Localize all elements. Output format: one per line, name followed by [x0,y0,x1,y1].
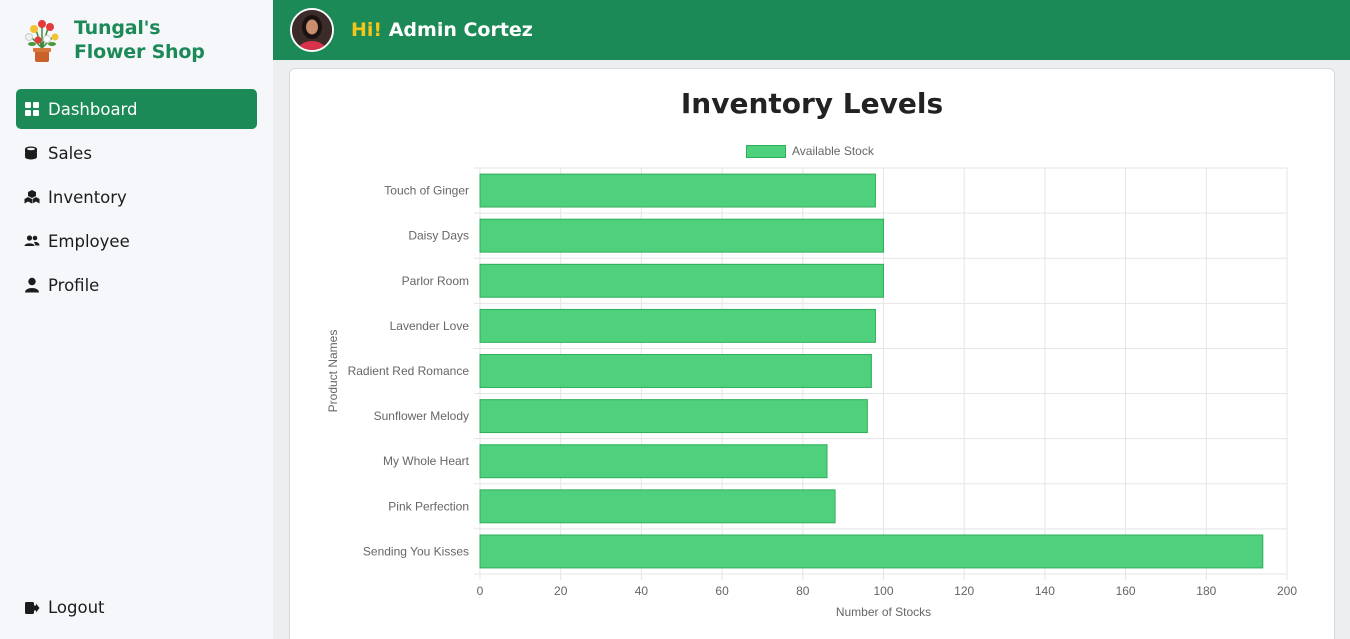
brand-line-1: Tungal's [74,17,161,39]
y-tick-label: Daisy Days [408,229,469,243]
y-axis-title: Product Names [326,330,340,413]
y-tick-label: Touch of Ginger [384,184,469,198]
top-header: Hi! Admin Cortez [273,0,1350,60]
x-tick-label: 180 [1196,584,1216,598]
sidebar: Tungal's Flower Shop Dashboard Sales Inv… [0,0,273,639]
boxes-icon [24,189,40,205]
avatar[interactable] [290,8,334,52]
x-tick-label: 200 [1277,584,1297,598]
y-tick-label: Pink Perfection [388,499,469,513]
sidebar-nav: Dashboard Sales Inventory Employee Profi… [16,89,257,309]
x-tick-label: 80 [796,584,810,598]
x-tick-label: 40 [635,584,649,598]
sidebar-item-dashboard[interactable]: Dashboard [16,89,257,129]
x-tick-label: 100 [873,584,893,598]
sidebar-item-label: Profile [48,275,100,295]
bar [479,308,876,343]
y-tick-label: Lavender Love [390,319,470,333]
legend-swatch [746,144,786,158]
brand-name: Tungal's Flower Shop [74,16,205,64]
users-icon [24,233,40,249]
bar [479,354,872,388]
logout-icon [24,600,40,616]
logout-label: Logout [48,598,105,617]
y-tick-label: My Whole Heart [383,454,470,468]
sidebar-item-label: Employee [48,231,130,251]
inventory-bar-chart: 0 20 40 60 80 100 120 140 160 180 200 Touch of Ging… [326,167,1297,619]
x-tick-label: 20 [554,584,568,598]
x-axis-title: Number of Stocks [836,605,931,619]
sidebar-item-profile[interactable]: Profile [16,265,257,305]
greeting-name: Admin Cortez [388,19,533,41]
logout-button[interactable]: Logout [24,598,105,617]
x-tick-label: 60 [715,584,729,598]
grid-icon [24,101,40,117]
greeting-hi: Hi! [351,19,383,41]
bar [479,444,828,479]
bar [479,218,884,253]
sidebar-item-label: Inventory [48,187,127,207]
legend-label: Available Stock [792,144,874,158]
x-tick-label: 160 [1116,584,1136,598]
x-tick-label: 140 [1035,584,1055,598]
brand[interactable]: Tungal's Flower Shop [22,16,205,66]
bar [479,173,876,208]
chart-card: Inventory Levels Available Stock 0 20 40 60… [289,68,1335,639]
brand-line-2: Flower Shop [74,41,205,63]
sidebar-item-employee[interactable]: Employee [16,221,257,261]
y-tick-label: Parlor Room [402,274,469,288]
sidebar-item-sales[interactable]: Sales [16,133,257,173]
user-icon [24,277,40,293]
greeting: Hi! Admin Cortez [351,19,533,41]
bar [479,399,868,434]
flower-pot-logo-icon [25,20,59,62]
sidebar-item-label: Dashboard [48,99,138,119]
sidebar-item-inventory[interactable]: Inventory [16,177,257,217]
coins-icon [24,145,40,161]
y-tick-label: Sending You Kisses [363,544,469,558]
y-tick-label: Sunflower Melody [374,409,469,423]
bar [479,263,884,298]
sidebar-item-label: Sales [48,143,92,163]
x-tick-label: 0 [477,584,484,598]
chart-legend[interactable]: Available Stock [746,144,874,158]
x-tick-label: 120 [954,584,974,598]
bar [479,534,1264,569]
bar [479,489,836,524]
y-tick-label: Radient Red Romance [348,364,470,378]
chart-title: Inventory Levels [680,87,944,120]
